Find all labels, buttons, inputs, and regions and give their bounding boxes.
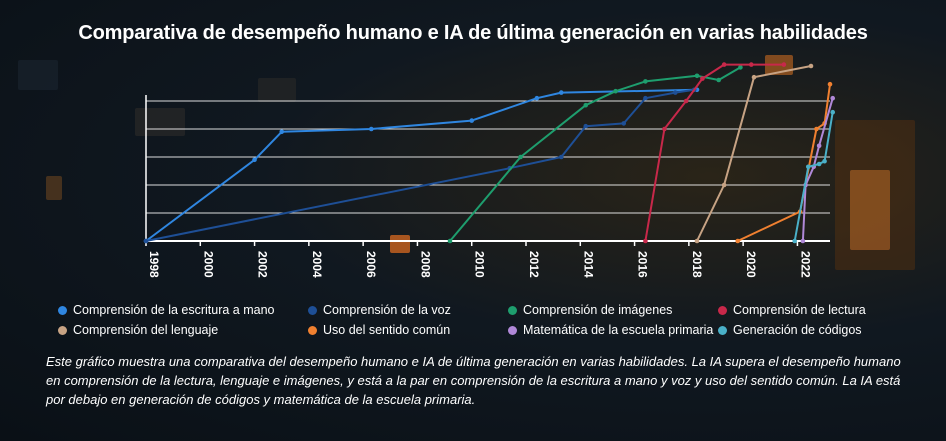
legend-item: Uso del sentido común: [308, 323, 508, 337]
series-line: [737, 84, 831, 242]
data-point: [805, 164, 811, 170]
background-panel: [18, 60, 58, 90]
series-line: [145, 88, 695, 242]
legend-item: Comprensión del lenguaje: [58, 323, 308, 337]
data-point: [721, 62, 727, 67]
data-point: [613, 88, 618, 94]
background-panel: [46, 176, 62, 200]
legend-item: Comprensión de imágenes: [508, 303, 718, 317]
legend-item: Comprensión de la escritura a mano: [58, 303, 308, 317]
data-point: [518, 154, 523, 160]
data-point: [814, 126, 819, 132]
data-point: [694, 73, 700, 79]
data-point: [822, 158, 827, 164]
x-tick-label: 2008: [418, 251, 432, 278]
data-point: [792, 238, 798, 244]
data-point: [830, 109, 836, 115]
data-point: [643, 238, 648, 244]
x-tick-label: 2012: [527, 251, 541, 278]
x-tick-label: 2006: [364, 251, 378, 278]
data-point: [469, 118, 475, 123]
legend-label: Comprensión de la escritura a mano: [73, 303, 275, 317]
data-point: [738, 65, 743, 70]
legend-swatch: [58, 305, 67, 315]
legend-label: Uso del sentido común: [323, 323, 451, 337]
legend-label: Comprensión de lectura: [733, 303, 866, 317]
data-point: [751, 74, 757, 80]
data-point: [279, 129, 285, 135]
background-panel: [258, 78, 296, 102]
legend-label: Matemática de la escuela primaria: [523, 323, 714, 337]
data-point: [683, 98, 689, 104]
data-point: [143, 238, 149, 244]
data-point: [447, 238, 453, 244]
data-point: [672, 90, 678, 95]
data-point: [716, 77, 722, 83]
data-point: [534, 95, 540, 101]
data-point: [735, 238, 741, 244]
data-point: [700, 76, 705, 81]
chart-title: Comparativa de desempeño humano e IA de …: [78, 22, 868, 44]
data-point: [558, 154, 564, 160]
x-tick-label: 2000: [201, 251, 215, 278]
legend-label: Comprensión del lenguaje: [73, 323, 219, 337]
chart-series: [143, 62, 836, 244]
data-point: [827, 81, 833, 87]
data-point: [558, 90, 564, 95]
legend-item: Comprensión de lectura: [718, 303, 918, 317]
data-point: [368, 126, 374, 132]
data-point: [816, 161, 822, 167]
legend-item: Comprensión de la voz: [308, 303, 508, 317]
series-line: [793, 112, 834, 242]
x-tick-label: 2016: [636, 251, 650, 278]
x-tick-label: 1998: [147, 251, 161, 278]
x-axis: 1998 2000 2002 2004 2006 2008 2010 2012 2014 2016…: [145, 240, 830, 278]
data-point: [583, 123, 589, 129]
legend-label: Comprensión de imágenes: [523, 303, 673, 317]
background-panel: [835, 120, 915, 270]
data-point: [721, 182, 727, 188]
legend-swatch: [308, 305, 317, 315]
legend-swatch: [718, 305, 727, 315]
legend-label: Generación de códigos: [733, 323, 862, 337]
data-point: [816, 143, 822, 149]
legend-label: Comprensión de la voz: [323, 303, 451, 317]
x-tick-label: 2020: [744, 251, 758, 278]
legend-item: Matemática de la escuela primaria: [508, 323, 718, 337]
series-line: [696, 65, 812, 242]
chart-grid: [145, 95, 830, 241]
data-point: [621, 121, 627, 126]
x-tick-label: 2002: [256, 251, 270, 278]
data-point: [643, 79, 648, 84]
data-point: [830, 95, 836, 101]
legend-swatch: [308, 325, 317, 335]
legend: Comprensión de la escritura a mano Compre…: [58, 303, 918, 337]
legend-swatch: [508, 305, 517, 315]
data-point: [583, 102, 589, 108]
data-point: [748, 62, 754, 67]
background-panel: [850, 170, 890, 250]
series-line: [449, 66, 741, 242]
background-panel: [135, 108, 185, 136]
x-tick-label: 2018: [690, 251, 704, 278]
x-tick-label: 2022: [798, 251, 812, 278]
data-point: [662, 126, 667, 132]
x-tick-label: 2004: [310, 251, 324, 278]
data-point: [643, 95, 648, 101]
legend-swatch: [508, 325, 517, 335]
chart-caption: Este gráfico muestra una comparativa del…: [46, 354, 901, 407]
x-tick-label: 2014: [581, 251, 595, 278]
background-panel: [390, 235, 410, 253]
data-point: [781, 62, 787, 67]
data-point: [694, 238, 700, 244]
data-point: [800, 238, 806, 244]
legend-swatch: [718, 325, 727, 335]
legend-item: Generación de códigos: [718, 323, 918, 337]
x-tick-label: 2010: [473, 251, 487, 278]
series-line: [145, 88, 698, 242]
data-point: [252, 157, 257, 163]
data-point: [808, 63, 814, 69]
legend-swatch: [58, 325, 67, 335]
